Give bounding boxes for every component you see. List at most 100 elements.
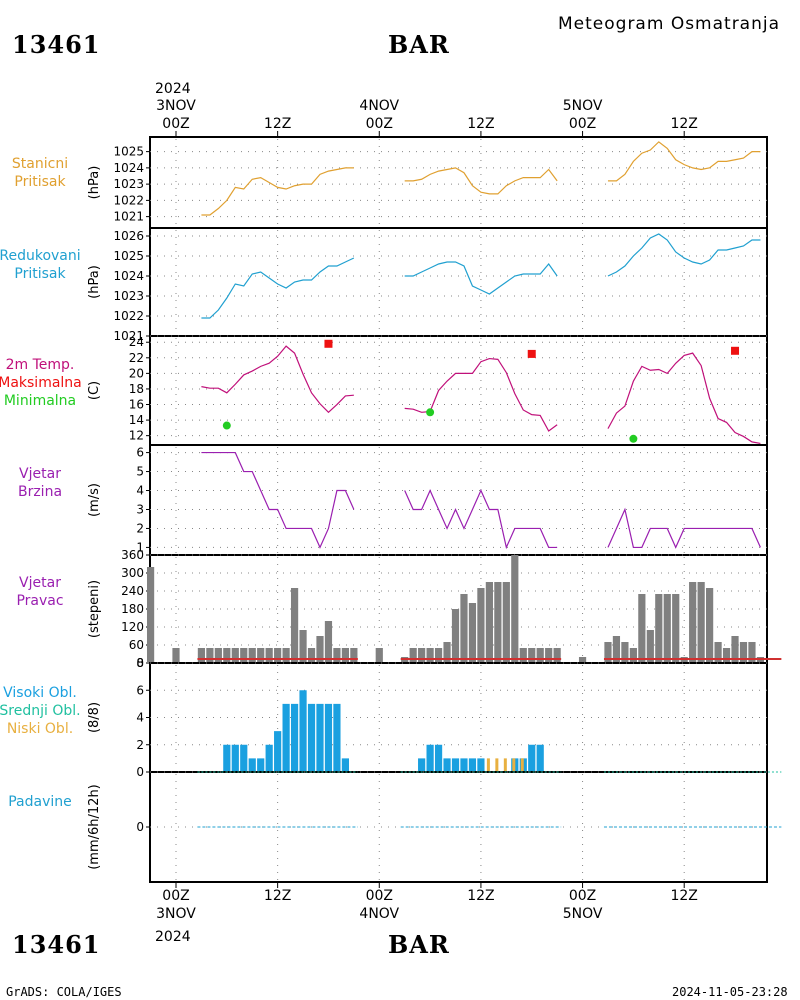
wind-dir-bar (274, 648, 282, 662)
y-tick-label: 1021 (113, 329, 144, 343)
tmin-marker (629, 434, 638, 443)
bottom-hour-label: 12Z (264, 888, 291, 904)
y-tick-label: 1021 (113, 210, 144, 224)
high-cloud-bar (341, 758, 349, 771)
low-cloud-bar (503, 758, 507, 771)
tmax-marker (527, 349, 536, 358)
high-cloud-bar (316, 703, 324, 771)
bottom-hour-label: 12Z (670, 888, 697, 904)
panel-label-station_pressure: Pritisak (14, 174, 66, 190)
wind-dir-bar (350, 648, 358, 662)
y-tick-label: 1024 (113, 161, 144, 175)
y-axis-label: (C) (87, 381, 102, 400)
high-cloud-bar (307, 703, 316, 771)
wind-dir-bar (290, 588, 299, 662)
y-axis-label: (hPa) (87, 265, 102, 299)
high-cloud-bar (299, 690, 307, 771)
wind-dir-bar (265, 648, 273, 662)
wind-dir-bar (460, 594, 468, 662)
low-cloud-bar (520, 758, 524, 771)
y-tick-label: 1025 (113, 145, 144, 159)
bottom-day-label: 3NOV (156, 906, 196, 922)
panel-label-clouds: Srednji Obl. (0, 703, 81, 719)
y-tick-label: 60 (129, 638, 144, 652)
y-tick-label: 1025 (113, 249, 144, 263)
bottom-hour-label: 00Z (569, 888, 596, 904)
wind-dir-bar (545, 648, 553, 662)
y-axis-label: (8/8) (87, 702, 102, 733)
wind-dir-bar (655, 594, 663, 662)
high-cloud-bar (257, 758, 265, 771)
panel-label-wind_dir: Vjetar (19, 575, 61, 591)
high-cloud-bar (223, 744, 231, 771)
station-id-top: 13461 (12, 30, 101, 59)
wind-dir-bar (434, 648, 443, 662)
wind-dir-bar (307, 648, 316, 662)
wind-dir-bar (223, 648, 231, 662)
high-cloud-bar (468, 758, 477, 771)
y-tick-label: 120 (121, 620, 144, 634)
credit-text: GrADS: COLA/IGES (6, 985, 122, 999)
wind-dir-bar (638, 594, 646, 662)
wind-dir-bar (240, 648, 248, 662)
y-tick-label: 18 (129, 382, 144, 396)
wind-dir-bar (333, 648, 341, 662)
bottom-hour-label: 12Z (467, 888, 494, 904)
top-hour-label: 00Z (162, 116, 189, 132)
low-cloud-bar (495, 758, 499, 771)
top-hour-label: 12Z (467, 116, 494, 132)
y-tick-label: 3 (136, 502, 144, 516)
wind-dir-bar (341, 648, 349, 662)
y-axis-label: (mm/6h/12h) (87, 784, 102, 870)
wind-dir-bar (375, 648, 383, 662)
top-hour-label: 12Z (670, 116, 697, 132)
bottom-year-label: 2024 (155, 929, 191, 945)
wind-dir-bar (282, 648, 290, 662)
y-axis-label: (m/s) (87, 483, 102, 517)
tmax-marker (731, 346, 740, 355)
panel-label-clouds: Visoki Obl. (3, 685, 77, 701)
high-cloud-bar (460, 758, 468, 771)
high-cloud-bar (274, 731, 282, 771)
top-year-label: 2024 (155, 81, 191, 97)
y-tick-label: 2 (136, 521, 144, 535)
wind-dir-bar (316, 636, 324, 662)
wind-dir-bar (197, 648, 206, 662)
panel-label-wind_speed: Brzina (18, 484, 62, 500)
wind-dir-bar (409, 648, 417, 662)
y-tick-label: 22 (129, 351, 144, 365)
wind-dir-bar (578, 657, 587, 662)
high-cloud-bar (451, 758, 460, 771)
y-tick-label: 0 (136, 820, 144, 834)
wind-dir-bar (536, 648, 544, 662)
y-tick-label: 360 (121, 548, 144, 562)
panel-label-temperature: 2m Temp. (6, 357, 75, 373)
chart-title: Meteogram Osmatranja (558, 14, 781, 34)
wind-dir-bar (722, 648, 731, 662)
tmin-marker (426, 408, 435, 417)
series-line-temperature (201, 345, 354, 414)
station-name-bottom: BAR (388, 930, 450, 959)
bottom-day-label: 5NOV (563, 906, 603, 922)
high-cloud-bar (282, 703, 290, 771)
high-cloud-bar (477, 758, 485, 771)
wind-dir-bar (502, 582, 510, 662)
series-line-temperature (607, 352, 761, 445)
y-tick-label: 1026 (113, 229, 144, 243)
wind-dir-bar (257, 648, 265, 662)
wind-dir-bar (706, 588, 714, 662)
panel-label-reduced_pressure: Pritisak (14, 266, 66, 282)
wind-dir-bar (172, 648, 180, 662)
y-tick-label: 4 (136, 711, 144, 725)
y-tick-label: 5 (136, 465, 144, 479)
wind-dir-bar (248, 648, 256, 662)
y-tick-label: 1023 (113, 177, 144, 191)
panel-label-clouds: Niski Obl. (7, 721, 73, 737)
wind-dir-bar (604, 642, 612, 662)
high-cloud-bar (536, 744, 544, 771)
wind-dir-bar (477, 588, 485, 662)
wind-dir-bar (646, 630, 654, 662)
y-tick-label: 180 (121, 602, 144, 616)
wind-dir-bar (739, 642, 748, 662)
bottom-hour-label: 00Z (366, 888, 393, 904)
